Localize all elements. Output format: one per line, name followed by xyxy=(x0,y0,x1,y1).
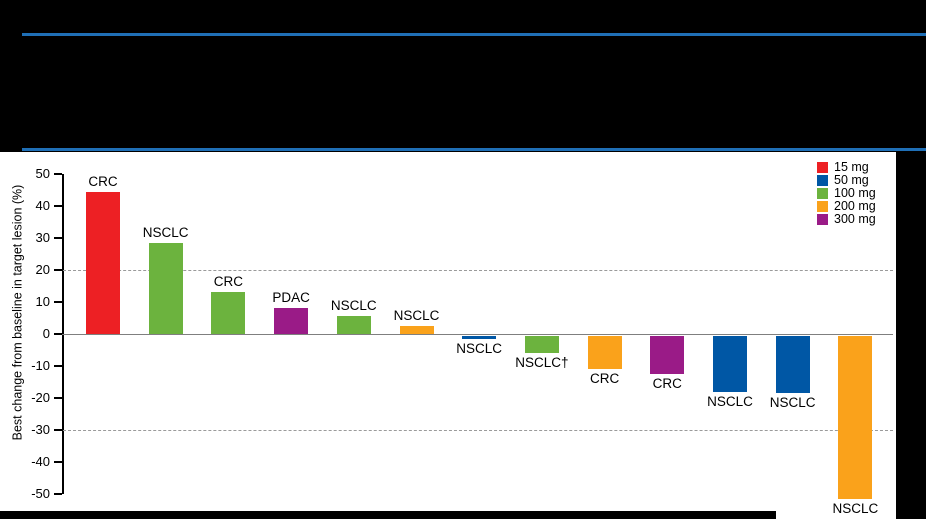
bar xyxy=(587,335,622,370)
waterfall-chart: Best change from baseline in target lesi… xyxy=(0,152,896,519)
bar xyxy=(274,308,309,334)
legend-item: 100 mg xyxy=(817,187,876,200)
bar-label: NSCLC xyxy=(456,340,503,356)
legend: 15 mg 50 mg 100 mg 200 mg 300 mg xyxy=(817,161,876,226)
bar-label: PDAC xyxy=(272,290,310,306)
bar xyxy=(713,335,747,392)
y-tick-label: 0 xyxy=(42,326,50,341)
bar xyxy=(211,292,246,334)
bar xyxy=(86,191,120,334)
zero-baseline xyxy=(62,333,893,335)
legend-swatch xyxy=(817,214,828,225)
y-tick-label: -30 xyxy=(31,422,50,437)
y-tick-label: 50 xyxy=(35,166,50,181)
bar-label: NSCLC xyxy=(707,393,753,409)
y-tick-mark xyxy=(54,237,62,239)
y-tick-mark xyxy=(54,173,62,175)
divider-line-top xyxy=(22,33,926,36)
y-tick-mark xyxy=(54,301,62,303)
bar-label: CRC xyxy=(652,375,682,391)
bar xyxy=(650,335,685,374)
reference-line-minus30 xyxy=(63,429,893,431)
y-tick-mark xyxy=(54,461,62,463)
y-tick-label: 40 xyxy=(35,198,50,213)
y-tick-mark xyxy=(54,429,62,431)
y-tick-label: -20 xyxy=(31,390,50,405)
bottom-redaction-bar xyxy=(0,511,776,519)
bar-label: NSCLC† xyxy=(515,355,569,371)
y-tick-label: -10 xyxy=(31,358,50,373)
legend-swatch xyxy=(817,188,828,199)
bar-label: NSCLC xyxy=(142,224,189,240)
bar-label: CRC xyxy=(589,371,620,387)
y-tick-label: 30 xyxy=(35,230,50,245)
legend-label: 200 mg xyxy=(834,199,876,213)
y-tick-label: 10 xyxy=(35,294,50,309)
bar xyxy=(336,316,371,334)
y-tick-mark xyxy=(54,333,62,335)
bar xyxy=(399,326,434,334)
legend-label: 15 mg xyxy=(834,160,869,174)
legend-label: 100 mg xyxy=(834,186,876,200)
bar xyxy=(838,335,873,499)
y-tick-mark xyxy=(54,365,62,367)
y-tick-label: 20 xyxy=(35,262,50,277)
legend-item: 15 mg xyxy=(817,161,876,174)
y-tick-mark xyxy=(54,397,62,399)
legend-swatch xyxy=(817,175,828,186)
y-tick-mark xyxy=(54,493,62,495)
legend-label: 300 mg xyxy=(834,212,876,226)
y-tick-mark xyxy=(54,269,62,271)
legend-item: 300 mg xyxy=(817,213,876,226)
bar-label: CRC xyxy=(88,173,118,189)
bar-label: CRC xyxy=(213,274,244,290)
bar xyxy=(775,335,810,394)
bar-label: NSCLC xyxy=(832,500,879,516)
bar-label: NSCLC xyxy=(769,395,816,411)
y-tick-label: -50 xyxy=(31,486,50,501)
y-tick-mark xyxy=(54,205,62,207)
divider-line-bottom xyxy=(22,148,926,151)
y-tick-label: -40 xyxy=(31,454,50,469)
legend-swatch xyxy=(817,162,828,173)
bar xyxy=(148,242,183,334)
reference-line-plus20 xyxy=(63,269,893,271)
legend-item: 200 mg xyxy=(817,200,876,213)
bar-label: NSCLC xyxy=(393,308,440,323)
legend-swatch xyxy=(817,201,828,212)
bar xyxy=(462,335,497,339)
bar-label: NSCLC xyxy=(330,298,377,314)
legend-label: 50 mg xyxy=(834,173,869,187)
bar xyxy=(524,335,559,354)
legend-item: 50 mg xyxy=(817,174,876,187)
